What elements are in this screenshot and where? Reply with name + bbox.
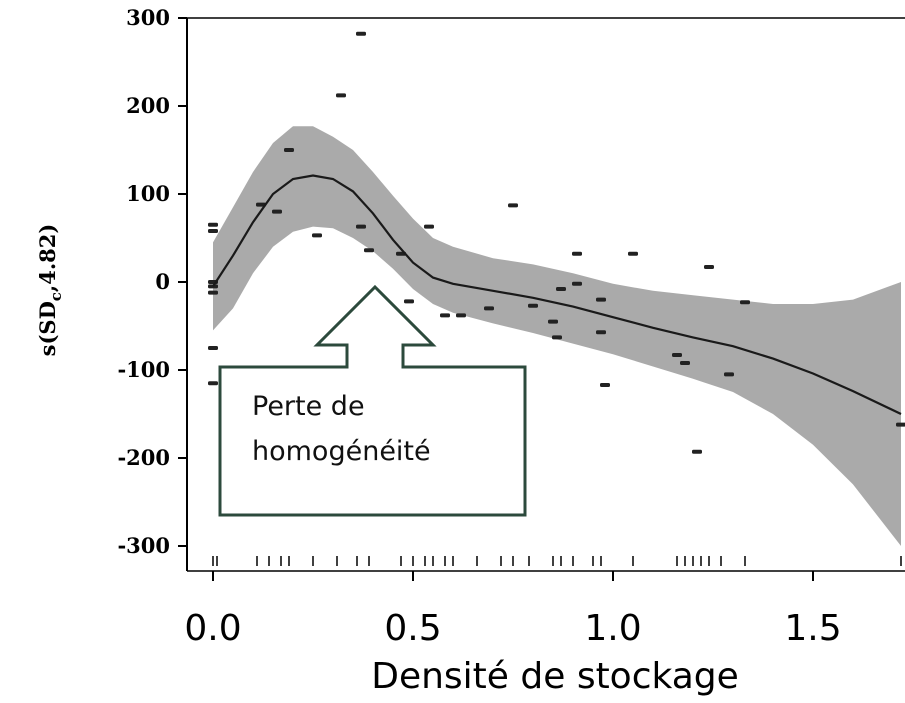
data-point xyxy=(896,422,905,427)
x-axis-label: Densité de stockage xyxy=(371,656,739,697)
data-point xyxy=(208,346,218,350)
data-point xyxy=(596,330,606,335)
y-axis-label-tail: ,4.82) xyxy=(35,224,60,292)
y-tick-label: -300 xyxy=(117,533,170,558)
data-point xyxy=(424,224,434,229)
y-tick-label: -100 xyxy=(117,357,170,382)
y-tick-label: 300 xyxy=(126,5,170,30)
data-point xyxy=(484,306,494,311)
data-point xyxy=(356,224,366,229)
callout-text-line2: homogénéité xyxy=(252,436,431,467)
x-tick-label: 0.5 xyxy=(384,608,441,649)
callout-arrow-shape xyxy=(218,284,527,517)
data-point xyxy=(704,265,714,269)
data-point xyxy=(556,287,566,291)
x-tick-label: 1.5 xyxy=(784,608,841,649)
y-axis-label-subscript: c xyxy=(47,292,65,301)
y-tick-labels: 300 200 100 0 -100 -200 -300 xyxy=(117,5,170,558)
data-point xyxy=(572,251,582,256)
smooth-fit-line xyxy=(212,174,902,415)
data-point xyxy=(600,383,610,387)
data-point xyxy=(672,353,682,357)
data-point xyxy=(284,148,294,152)
data-point xyxy=(440,313,450,318)
y-tick-label: 200 xyxy=(126,93,170,118)
data-point xyxy=(680,361,690,365)
data-point xyxy=(356,31,366,36)
data-point xyxy=(596,297,606,302)
data-point xyxy=(740,300,750,305)
x-tick-labels: 0.0 0.5 1.0 1.5 xyxy=(184,608,841,649)
callout-text-line1: Perte de xyxy=(252,391,365,422)
y-tick-label: 0 xyxy=(155,269,170,294)
data-point xyxy=(208,381,218,386)
y-axis-label: s(SDc,4.82) xyxy=(35,224,65,357)
data-point xyxy=(208,290,218,295)
x-tick-label: 1.0 xyxy=(584,608,641,649)
data-point xyxy=(724,372,734,377)
data-point xyxy=(208,229,218,233)
x-tick-label: 0.0 xyxy=(184,608,241,649)
data-point xyxy=(456,313,466,318)
x-tick-marks xyxy=(212,571,814,581)
data-point xyxy=(312,233,322,238)
plot-area xyxy=(208,31,905,566)
axes: 300 200 100 0 -100 -200 -300 0.0 0.5 1.0 1.5 xyxy=(117,5,905,649)
data-point xyxy=(208,222,218,227)
data-point xyxy=(336,93,346,98)
y-tick-marks xyxy=(178,17,187,547)
data-point xyxy=(508,203,518,208)
data-point xyxy=(628,251,638,256)
data-point xyxy=(548,319,558,324)
y-tick-label: 100 xyxy=(126,181,170,206)
data-point xyxy=(552,335,562,340)
data-point xyxy=(404,299,414,304)
callout-arrow: Perte de homogénéité xyxy=(218,284,527,517)
data-point xyxy=(528,303,538,308)
rug-marks xyxy=(212,556,902,566)
data-point xyxy=(272,209,282,214)
data-point xyxy=(692,449,702,454)
data-point xyxy=(364,248,374,253)
y-tick-label: -200 xyxy=(117,445,170,470)
y-axis-label-main: s(SD xyxy=(35,301,60,356)
data-point xyxy=(572,281,582,286)
